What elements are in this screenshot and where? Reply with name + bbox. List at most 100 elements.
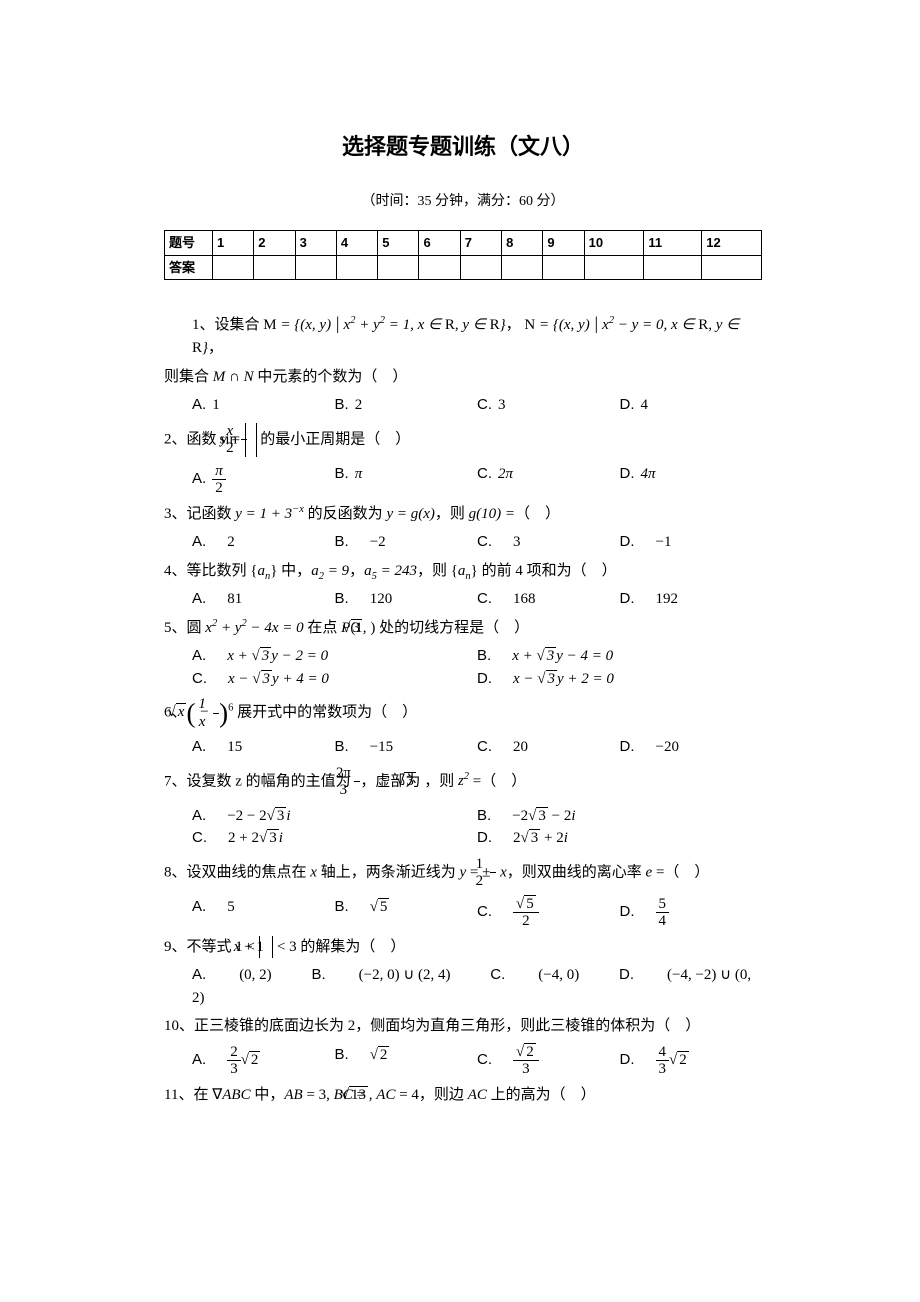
q7-prefix: 7、设复数 z 的幅角的主值为 <box>164 773 354 789</box>
opt-label: D. <box>619 966 634 983</box>
opt-den: 4 <box>656 913 670 930</box>
q8-prefix: 8、设双曲线的焦点在 x 轴上，两条渐近线为 y = ± <box>164 864 490 880</box>
opt-label: A. <box>192 647 206 664</box>
opt-label: D. <box>620 903 635 920</box>
opt-label: A. <box>192 590 206 607</box>
answer-cell <box>378 255 419 280</box>
opt-label: D. <box>620 533 635 550</box>
opt-value: 20 <box>513 739 528 755</box>
opt-label: B. <box>477 807 491 824</box>
opt-label: A. <box>192 738 206 755</box>
opt-label: A. <box>192 396 206 413</box>
q7-options: A. −2 − 23i B. −23 − 2i C. 2 + 23i D. 23… <box>164 805 762 850</box>
opt-value: 168 <box>513 591 536 607</box>
table-row: 题号 1 2 3 4 5 6 7 8 9 10 11 12 <box>165 231 762 256</box>
opt-value: −1 <box>656 534 672 550</box>
answer-cell <box>502 255 543 280</box>
question-7: 7、设复数 z 的幅角的主值为 2π3，虚部为 3，则 z2 =（ ） <box>164 765 762 799</box>
opt-label: C. <box>477 738 492 755</box>
opt-value: 2 <box>227 534 235 550</box>
opt-label: D. <box>477 670 492 687</box>
opt-value: 5 <box>227 899 235 915</box>
opt-value: 120 <box>370 591 393 607</box>
q1-options: A.1 B.2 C.3 D.4 <box>164 394 762 417</box>
q2-num: x <box>241 423 247 441</box>
opt-label: B. <box>477 647 491 664</box>
answer-cell <box>295 255 336 280</box>
opt-value: 192 <box>656 591 679 607</box>
q1-suffix: ， <box>208 340 223 356</box>
opt-value: −15 <box>370 739 393 755</box>
col-header: 8 <box>502 231 543 256</box>
opt-value: 3 <box>513 534 521 550</box>
q2-options: A.π2 B.π C.2π D.4π <box>164 463 762 497</box>
answer-cell <box>336 255 377 280</box>
opt-label: D. <box>620 396 635 413</box>
opt-label: C. <box>192 670 207 687</box>
col-header: 12 <box>702 231 762 256</box>
opt-label: A. <box>192 898 206 915</box>
answer-cell <box>213 255 254 280</box>
opt-value: (−4, 0) <box>538 967 579 983</box>
question-4: 4、等比数列 {an} 中，a2 = 9，a5 = 243，则 {an} 的前 … <box>164 560 762 583</box>
opt-label: D. <box>620 590 635 607</box>
answer-cell <box>644 255 702 280</box>
col-header: 4 <box>336 231 377 256</box>
question-1-cont: 则集合 M ∩ N 中元素的个数为（ ） <box>164 366 762 389</box>
question-1: 1、设集合 M = {(x, y) | x2 + y2 = 1, x ∈ R, … <box>164 310 762 360</box>
q3-options: A. 2 B. −2 C. 3 D. −1 <box>164 531 762 554</box>
opt-label: C. <box>490 966 505 983</box>
answer-cell <box>543 255 584 280</box>
opt-num: 4 <box>656 1044 670 1062</box>
page-title: 选择题专题训练（文八） <box>164 130 762 163</box>
q2-text-b: 的最小正周期是（ ） <box>257 431 411 447</box>
opt-label: B. <box>335 738 349 755</box>
opt-value: 15 <box>227 739 242 755</box>
opt-label: C. <box>477 533 492 550</box>
opt-value: 81 <box>227 591 242 607</box>
col-header: 7 <box>460 231 501 256</box>
opt-label: A. <box>192 1051 206 1068</box>
q7-num: 2π <box>354 765 360 783</box>
table-row: 答案 <box>165 255 762 280</box>
opt-den: 3 <box>656 1061 670 1078</box>
opt-label: D. <box>620 738 635 755</box>
opt-label: B. <box>335 396 349 413</box>
opt-label: B. <box>335 533 349 550</box>
opt-value: (0, 2) <box>239 967 272 983</box>
opt-label: B. <box>335 465 349 482</box>
q1-comma: ， <box>506 317 521 333</box>
opt-label: C. <box>477 396 492 413</box>
question-9: 9、不等式 1 < x + 1 < 3 的解集为（ ） <box>164 936 762 959</box>
opt-value: −2 <box>370 534 386 550</box>
opt-value: 3 <box>498 397 506 413</box>
col-header: 9 <box>543 231 584 256</box>
opt-label: D. <box>620 1051 635 1068</box>
q4-options: A. 81 B. 120 C. 168 D. 192 <box>164 588 762 611</box>
opt-label: C. <box>477 903 492 920</box>
opt-value: (−2, 0) ∪ (2, 4) <box>359 967 451 983</box>
q6-suffix: 展开式中的常数项为（ ） <box>233 704 417 720</box>
q2-text-a: 2、函数 <box>164 431 220 447</box>
opt-label: C. <box>477 465 492 482</box>
opt-value: −20 <box>656 739 679 755</box>
opt-label: A. <box>192 807 206 824</box>
opt-label: B. <box>335 898 349 915</box>
question-3: 3、记函数 y = 1 + 3−x 的反函数为 y = g(x)，则 g(10)… <box>164 503 762 526</box>
opt-value: 1 <box>212 397 220 413</box>
opt-label: D. <box>620 465 635 482</box>
opt-label: A. <box>192 533 206 550</box>
q5-options: A. x + 3y − 2 = 0 B. x + 3y − 4 = 0 C. x… <box>164 645 762 690</box>
q8-options: A. 5 B. 5 C. 52 D. 54 <box>164 896 762 930</box>
opt-label: B. <box>335 590 349 607</box>
row-label: 题号 <box>165 231 213 256</box>
opt-value: 4 <box>641 397 649 413</box>
opt-den: 3 <box>513 1061 539 1078</box>
answer-cell <box>702 255 762 280</box>
col-header: 1 <box>213 231 254 256</box>
opt-label: C. <box>192 829 207 846</box>
answer-cell <box>254 255 295 280</box>
opt-den: 2 <box>513 913 539 930</box>
opt-label: D. <box>477 829 492 846</box>
question-5: 5、圆 x2 + y2 − 4x = 0 在点 P(1, 3) 处的切线方程是（… <box>164 617 762 640</box>
